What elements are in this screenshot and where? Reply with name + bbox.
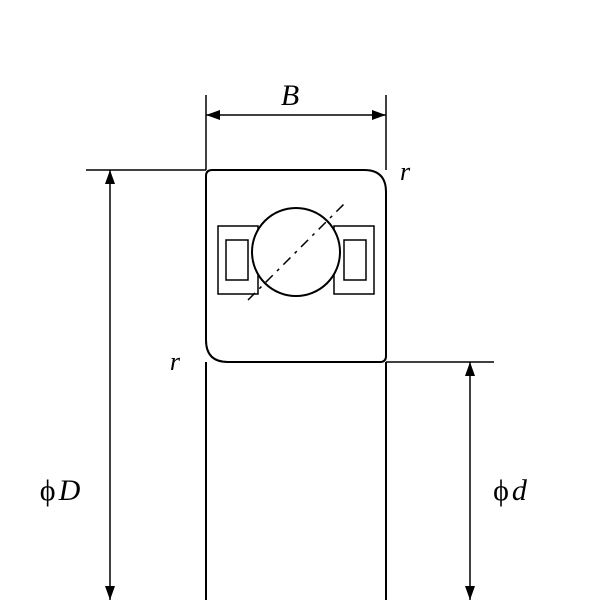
dim-d-label: ϕd [493,474,528,507]
dim-D-label: ϕD [40,474,81,507]
arrow-head [105,586,115,600]
arrow-head [465,586,475,600]
radius-label-top: r [400,157,411,186]
arrow-head [206,110,220,120]
arrow-head [465,362,475,376]
radius-label-bottom: r [170,347,181,376]
bearing-cross-section-diagram: BϕD ϕd r r [0,0,600,600]
arrow-head [372,110,386,120]
arrow-head [105,170,115,184]
dim-B-label: B [281,79,299,112]
